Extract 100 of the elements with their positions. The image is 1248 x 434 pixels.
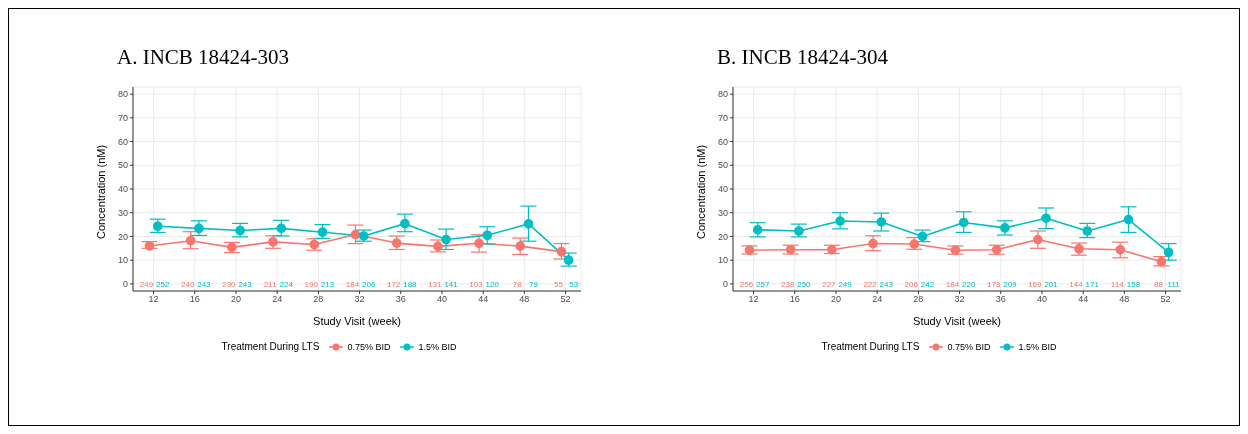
- y-tick-label: 50: [717, 160, 728, 171]
- point: [827, 244, 837, 255]
- annotation: 103: [469, 279, 484, 289]
- chart-title: A. INCB 18424-303: [117, 45, 291, 71]
- point: [1123, 214, 1134, 225]
- x-tick-label: 12: [148, 294, 159, 305]
- point: [563, 255, 574, 265]
- y-tick-label: 80: [117, 89, 128, 100]
- point: [227, 242, 237, 253]
- point: [1156, 257, 1167, 267]
- point: [794, 226, 804, 236]
- x-tick-label: 28: [913, 294, 924, 305]
- annotation: 55: [553, 279, 564, 289]
- point: [523, 219, 534, 229]
- point: [909, 239, 920, 249]
- point: [991, 244, 1002, 255]
- point: [185, 235, 196, 246]
- annotation: 256: [739, 279, 754, 289]
- annotation: 171: [1085, 279, 1100, 289]
- annotation: 158: [1126, 279, 1141, 289]
- point: [276, 223, 287, 234]
- annotation: 53: [569, 279, 579, 289]
- annotation: 78: [512, 279, 523, 289]
- y-tick-label: 10: [117, 255, 128, 266]
- point: [194, 223, 204, 234]
- annotation: 230: [222, 279, 237, 289]
- point: [556, 246, 567, 257]
- legend-title: Treatment During LTS: [821, 341, 920, 352]
- annotation: 211: [263, 279, 277, 289]
- y-tick-label: 30: [117, 207, 128, 218]
- point: [1000, 223, 1010, 233]
- point: [268, 237, 278, 247]
- annotation: 224: [279, 279, 294, 289]
- y-axis-title: Concentration (nM): [694, 144, 707, 239]
- y-tick-label: 70: [117, 113, 128, 124]
- annotation: 209: [1003, 279, 1018, 289]
- x-tick-label: 52: [1160, 294, 1171, 305]
- point: [350, 229, 361, 240]
- x-tick-label: 40: [1036, 294, 1047, 305]
- chart-title: B. INCB 18424-304: [717, 45, 889, 71]
- annotation: 222: [863, 279, 878, 289]
- annotation: 243: [238, 279, 253, 289]
- legend-title: Treatment During LTS: [221, 341, 320, 352]
- x-tick-label: 36: [395, 294, 406, 305]
- annotation: 114: [1110, 279, 1125, 289]
- x-tick-label: 44: [478, 294, 489, 305]
- point: [1041, 213, 1051, 223]
- y-axis-title: Concentration (nM): [94, 144, 107, 239]
- annotation: 243: [879, 279, 894, 289]
- x-axis-title: Study Visit (week): [313, 315, 401, 327]
- y-tick-label: 20: [717, 231, 728, 242]
- x-tick-label: 16: [189, 294, 200, 305]
- x-tick-label: 24: [272, 294, 283, 305]
- annotation: 79: [529, 279, 539, 289]
- point: [152, 221, 163, 232]
- x-tick-label: 16: [789, 294, 800, 305]
- y-tick-label: 10: [717, 255, 728, 266]
- point: [515, 241, 526, 251]
- point: [235, 225, 245, 236]
- annotation: 131: [428, 279, 443, 289]
- point: [358, 231, 369, 241]
- annotation: 257: [756, 279, 770, 289]
- point: [1082, 226, 1093, 236]
- x-axis-title: Study Visit (week): [913, 315, 1001, 327]
- point: [391, 238, 402, 248]
- legend-label: 0.75% BID: [347, 341, 391, 352]
- point: [1033, 234, 1043, 245]
- point: [785, 244, 796, 255]
- annotation: 206: [362, 279, 376, 289]
- annotation: 190: [304, 279, 319, 289]
- annotation: 172: [386, 279, 401, 289]
- point: [744, 245, 755, 255]
- point: [835, 216, 845, 226]
- point: [433, 241, 443, 252]
- annotation: 249: [838, 279, 853, 289]
- y-tick-label: 0: [722, 279, 728, 290]
- legend-label: 0.75% BID: [947, 341, 991, 352]
- point: [309, 239, 320, 250]
- x-tick-label: 44: [1078, 294, 1089, 305]
- annotation: 206: [904, 279, 919, 289]
- point: [482, 230, 493, 241]
- point: [1115, 244, 1126, 255]
- x-tick-label: 28: [313, 294, 324, 305]
- legend-label: 1.5% BID: [1018, 341, 1057, 352]
- annotation: 120: [485, 279, 500, 289]
- point: [868, 238, 878, 249]
- annotation: 213: [320, 279, 335, 289]
- x-tick-label: 40: [436, 294, 447, 305]
- annotation: 188: [403, 279, 418, 289]
- annotation: 250: [797, 279, 812, 289]
- annotation: 111: [1167, 279, 1181, 289]
- point: [317, 227, 328, 237]
- x-tick-label: 12: [748, 294, 759, 305]
- annotation: 242: [920, 279, 935, 289]
- point: [917, 231, 928, 242]
- y-tick-label: 20: [117, 231, 128, 242]
- point: [1074, 243, 1084, 254]
- annotation: 238: [780, 279, 795, 289]
- y-tick-label: 70: [717, 113, 728, 124]
- x-tick-label: 36: [995, 294, 1006, 305]
